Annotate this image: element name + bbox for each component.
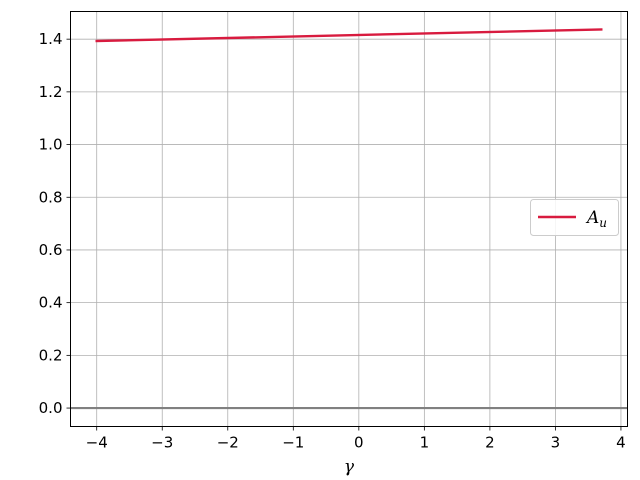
x-tick-label: −4 [86,434,108,452]
y-tick-label: 0.0 [39,399,63,417]
x-axis-label: γ [344,457,355,477]
y-tick-label: 1.0 [39,136,63,154]
y-tick-label: 0.8 [39,188,63,206]
y-tick-label: 1.2 [39,83,63,101]
y-tick-label: 0.4 [39,294,63,312]
x-tick-label: −2 [217,434,239,452]
legend-label-base: A [585,208,599,228]
y-tick-label: 1.4 [39,30,63,48]
legend-label: Au [585,208,607,230]
series-line-a-u [95,28,603,43]
x-tick-label: 4 [616,434,626,452]
x-tick-label: 3 [551,434,561,452]
x-ticks: −4 −3 −2 −1 0 1 2 3 4 [86,426,626,452]
plot-frame [70,11,628,427]
legend: Au [530,199,619,236]
series-group [95,28,603,43]
y-tick-label: 0.2 [39,346,63,364]
x-tick-label: −1 [282,434,304,452]
legend-label-subscript: u [599,216,607,230]
x-tick-label: −3 [151,434,173,452]
y-tick-label: 0.6 [39,241,63,259]
y-ticks: 0.0 0.2 0.4 0.6 0.8 1.0 1.2 1.4 [39,30,71,417]
x-tick-label: 1 [420,434,430,452]
x-tick-label: 2 [485,434,495,452]
x-tick-label: 0 [354,434,364,452]
